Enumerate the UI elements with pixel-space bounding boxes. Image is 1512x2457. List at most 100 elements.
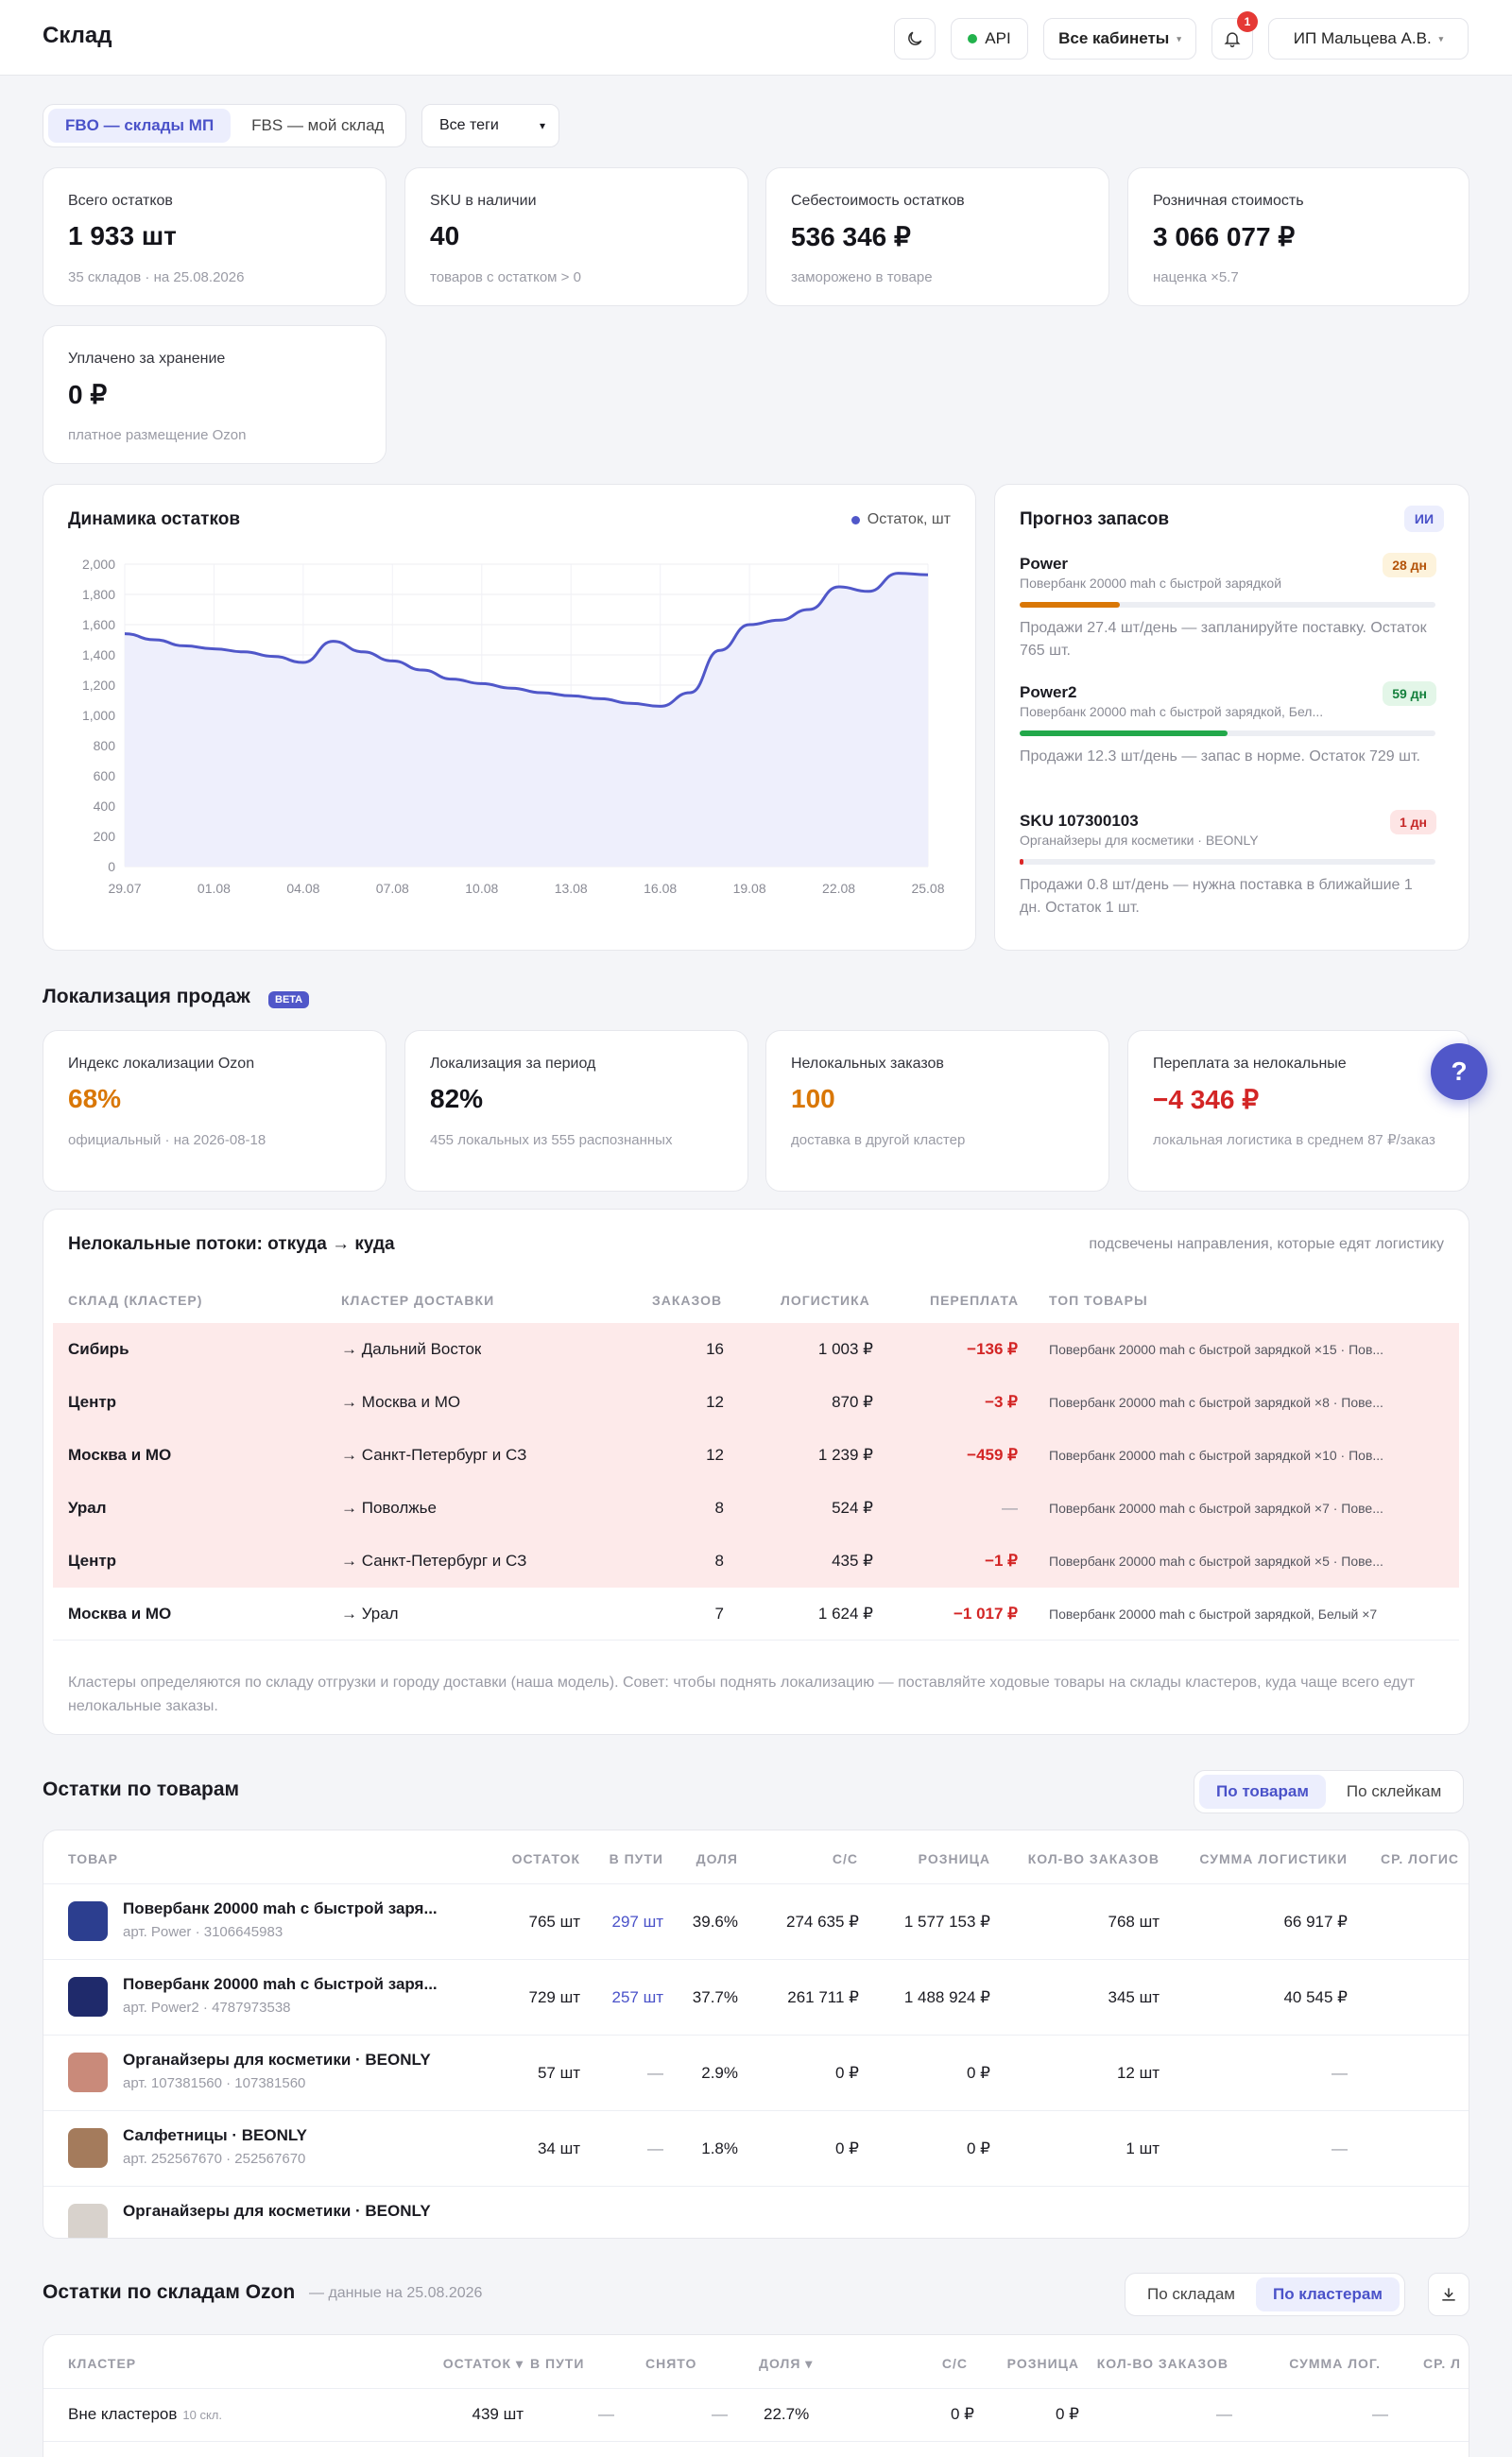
col-header: ЗАКАЗОВ	[652, 1293, 723, 1308]
theme-toggle-button[interactable]	[894, 18, 936, 60]
tab-fbs[interactable]: FBS — мой склад	[251, 116, 385, 134]
product-name[interactable]: Органайзеры для косметики · BEONLY	[123, 2202, 431, 2220]
table-row[interactable]: Органайзеры для косметики · BEONLY арт. 1…	[43, 2035, 1469, 2110]
kpi-value: 100	[791, 1084, 835, 1113]
product-name[interactable]: Повербанк 20000 mah с быстрой заря...	[123, 1975, 438, 1993]
table-row[interactable]: Органайзеры для косметики · BEONLY	[43, 2186, 1469, 2238]
kpi-label: Локализация за период	[430, 1056, 596, 1072]
kpi-label: SKU в наличии	[430, 193, 537, 209]
product-cost: 0 ₽	[835, 2139, 859, 2157]
flow-top-products: Повербанк 20000 mah с быстрой зарядкой, …	[1049, 1606, 1378, 1622]
chevron-down-icon: ▾	[1438, 33, 1444, 43]
table-row[interactable]: Москва и МО → Санкт-Петербург и СЗ 12 1 239…	[53, 1429, 1459, 1482]
col-header: СНЯТО	[645, 2356, 697, 2371]
moon-icon	[908, 31, 922, 45]
product-name[interactable]: Органайзеры для косметики · BEONLY	[123, 2051, 431, 2069]
kpi-sub: доставка в другой кластер	[791, 1132, 966, 1148]
product-retail: 1 577 153 ₽	[903, 1913, 990, 1931]
forecast-item-sub: Органайзеры для косметики · BEONLY	[1020, 833, 1259, 848]
col-header[interactable]: ОСТАТОК ▾	[442, 2356, 524, 2371]
product-share: 37.7%	[692, 1988, 738, 2006]
flow-overpay: —	[1002, 1499, 1018, 1517]
status-dot-icon	[968, 34, 978, 43]
tab-by-clusters[interactable]: По кластерам	[1255, 2277, 1400, 2311]
kpi-value: 0 ₽	[68, 380, 108, 409]
product-cost: 274 635 ₽	[786, 1913, 859, 1931]
product-thumbnail	[68, 1977, 108, 2017]
flow-overpay: −1 017 ₽	[953, 1605, 1018, 1623]
cabinets-label: Все кабинеты	[1058, 29, 1170, 47]
loc-kpi-card-nonlocal: Нелокальных заказов 100 доставка в друго…	[765, 1030, 1109, 1192]
flow-logistics: 524 ₽	[832, 1499, 873, 1517]
product-name[interactable]: Повербанк 20000 mah с быстрой заря...	[123, 1899, 438, 1917]
table-row[interactable]: Центр → Санкт-Петербург и СЗ 8 435 ₽ −1 ₽ Пов…	[53, 1535, 1459, 1588]
kpi-card-storage-paid: Уплачено за хранение 0 ₽ платное размеще…	[43, 325, 387, 464]
product-transit[interactable]: 297 шт	[611, 1913, 663, 1931]
flow-top-products: Повербанк 20000 mah с быстрой зарядкой ×…	[1049, 1342, 1384, 1357]
product-orders: 768 шт	[1108, 1913, 1160, 1931]
forecast-item-text: Продажи 12.3 шт/день — запас в норме. Ос…	[1020, 748, 1420, 765]
y-tick-label: 400	[94, 799, 116, 814]
product-transit[interactable]: —	[647, 2139, 663, 2157]
cluster-stock: 439 шт	[472, 2405, 524, 2423]
col-header: СР. Л	[1423, 2356, 1461, 2371]
flow-from: Москва и МО	[68, 1446, 172, 1464]
cluster-count: 10 скл.	[182, 2407, 223, 2422]
table-row[interactable]: Сибирь → Дальний Восток 16 1 003 ₽ −136 ₽ Пов…	[53, 1323, 1459, 1376]
col-header: ТОП ТОВАРЫ	[1049, 1293, 1148, 1308]
divider	[53, 1640, 1459, 1641]
product-orders: 1 шт	[1125, 2139, 1160, 2157]
tab-fbo[interactable]: FBO — склады МП	[48, 109, 232, 143]
table-row[interactable]: Салфетницы · BEONLY арт. 252567670 · 2525…	[43, 2110, 1469, 2186]
table-row[interactable]: Центр → Москва и МО 12 870 ₽ −3 ₽ Повербанк 2…	[53, 1376, 1459, 1429]
warehouses-view-toggle: По складам По кластерам	[1125, 2273, 1405, 2316]
cluster-share: 22.7%	[764, 2405, 810, 2423]
cluster-retail: 0 ₽	[1056, 2405, 1079, 2423]
flows-hint: подсвечены направления, которые едят лог…	[1089, 1236, 1444, 1252]
user-label: ИП Мальцева А.В.	[1293, 29, 1432, 47]
kpi-value: 40	[430, 221, 460, 250]
product-name[interactable]: Салфетницы · BEONLY	[123, 2126, 308, 2144]
x-tick-label: 01.08	[198, 881, 231, 896]
flow-to: → Дальний Восток	[341, 1340, 482, 1358]
product-transit[interactable]: 257 шт	[611, 1988, 663, 2006]
product-logistics: 66 917 ₽	[1283, 1913, 1348, 1931]
flow-from: Сибирь	[68, 1340, 129, 1358]
product-stock: 765 шт	[528, 1913, 580, 1931]
col-header: СКЛАД (КЛАСТЕР)	[68, 1293, 203, 1308]
table-row[interactable]: Повербанк 20000 mah с быстрой заря... арт…	[43, 1959, 1469, 2035]
ai-badge: ИИ	[1403, 506, 1444, 532]
product-logistics: 40 545 ₽	[1283, 1988, 1348, 2006]
col-header: СУММА ЛОГИСТИКИ	[1199, 1851, 1348, 1866]
api-status-button[interactable]: API	[951, 18, 1028, 60]
product-article: арт. Power · 3106645983	[123, 1924, 284, 1940]
chart-series-line	[124, 572, 929, 708]
notifications-button[interactable]: 1	[1211, 11, 1258, 60]
table-row[interactable]: Урал → Поволжье 8 524 ₽ — Повербанк 20000 mah…	[53, 1482, 1459, 1535]
product-article: арт. 252567670 · 252567670	[123, 2151, 306, 2167]
tab-by-bundles[interactable]: По склейкам	[1346, 1782, 1442, 1800]
x-tick-label: 10.08	[465, 881, 498, 896]
col-header: РОЗНИЦА	[918, 1851, 990, 1866]
tab-by-products[interactable]: По товарам	[1199, 1775, 1326, 1809]
col-header: РОЗНИЦА	[1006, 2356, 1079, 2371]
flow-overpay: −3 ₽	[985, 1393, 1018, 1411]
tags-select[interactable]: Все теги ▾	[421, 104, 559, 147]
product-thumbnail	[68, 2204, 108, 2238]
help-button[interactable]: ?	[1431, 1043, 1487, 1100]
table-row[interactable]: Повербанк 20000 mah с быстрой заря... арт…	[43, 1883, 1469, 1959]
cabinets-dropdown[interactable]: Все кабинеты ▾	[1043, 18, 1196, 60]
product-transit[interactable]: —	[647, 2064, 663, 2082]
table-row[interactable]: Москва и МО → Урал 7 1 624 ₽ −1 017 ₽ Поверба…	[53, 1588, 1459, 1641]
kpi-label: Переплата за нелокальные	[1153, 1056, 1347, 1072]
col-header[interactable]: ДОЛЯ ▾	[759, 2356, 814, 2371]
x-tick-label: 07.08	[376, 881, 409, 896]
top-bar: Склад API Все кабинеты ▾ 1 ИП Мальцева А…	[0, 0, 1512, 76]
download-button[interactable]	[1428, 2273, 1469, 2316]
kpi-card-sku: SKU в наличии 40 товаров с остатком > 0	[404, 167, 748, 306]
product-stock: 57 шт	[537, 2064, 580, 2082]
stock-dynamics-card: Динамика остатков Остаток, шт 2,000 1,800…	[43, 484, 976, 951]
user-menu-dropdown[interactable]: ИП Мальцева А.В. ▾	[1268, 18, 1469, 60]
tab-by-warehouses[interactable]: По складам	[1147, 2285, 1235, 2303]
beta-badge: BETA	[268, 991, 310, 1008]
